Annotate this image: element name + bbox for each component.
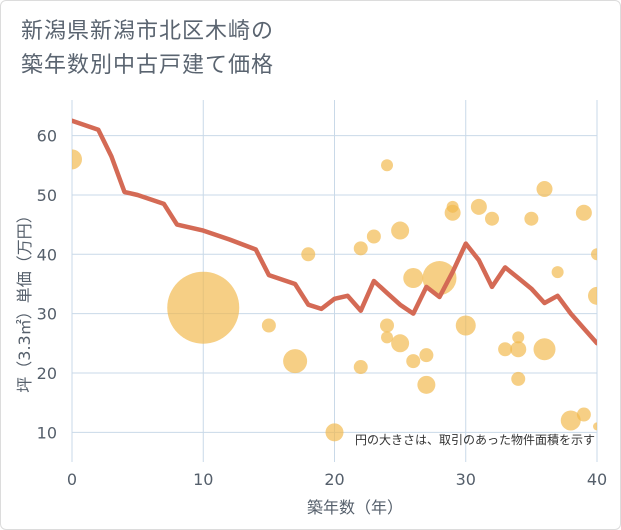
trend-series [72,118,597,346]
bubble-point [391,334,410,353]
bubble-series [72,149,597,442]
x-tick-label: 20 [324,470,344,489]
bubble-point [512,331,525,344]
bubble-point [406,354,421,369]
y-tick-label: 40 [37,245,57,264]
bubble-point [588,286,597,305]
bubble-point [470,198,487,215]
chart-title-line2: 築年数別中古戸建て価格 [21,53,275,78]
bubble-point [533,338,556,361]
x-tick-label: 0 [67,470,77,489]
x-axis-label: 築年数（年） [307,498,403,517]
size-note: 円の大きさは、取引のあった物件面積を示す [355,432,595,447]
bubble-point [593,422,597,431]
bubble-point [576,407,591,422]
bubble-point [536,181,553,198]
bubble-point [524,211,539,226]
y-tick-label: 50 [37,186,57,205]
bubble-point [381,331,393,344]
y-tick-label: 60 [37,127,57,146]
bubble-point [575,204,592,221]
x-tick-label: 10 [193,470,213,489]
trend-line [72,118,597,346]
bubble-point [72,149,82,170]
bubble-point [167,271,240,344]
bubble-point [353,360,368,375]
x-tick-label: 40 [587,470,607,489]
bubble-point [560,410,581,431]
bubble-point [283,349,308,374]
bubble-point [391,221,410,240]
bubble-point [366,229,381,244]
x-tick-labels: 0 10 20 30 40 [67,470,607,489]
y-tick-label: 30 [37,305,57,324]
y-tick-labels: 10 20 30 40 50 60 [37,127,57,443]
bubble-point [510,341,527,358]
bubble-point [446,200,459,213]
chart-title-line1: 新潟県新潟市北区木崎の [21,19,275,44]
bubble-point [261,318,276,333]
bubble-point [403,268,424,289]
bubble-point [417,375,436,394]
bubble-point [455,315,476,336]
y-axis-label: 坪（3.3㎡）単価（万円） [15,207,34,392]
bubble-point [301,247,316,262]
y-tick-label: 20 [37,364,57,383]
bubble-point [511,371,526,386]
bubble-point [422,261,457,296]
bubble-point [485,211,499,226]
bubble-point [498,342,513,357]
chart-title: 新潟県新潟市北区木崎の 築年数別中古戸建て価格 [21,15,274,83]
bubble-point [381,159,393,172]
bubble-point [380,318,394,333]
bubble-point [353,241,368,256]
bubble-point [591,248,597,261]
y-tick-label: 10 [37,423,57,442]
bubble-point [551,266,564,279]
x-tick-label: 30 [456,470,476,489]
bubble-point [419,348,434,363]
bubble-point [325,423,344,442]
